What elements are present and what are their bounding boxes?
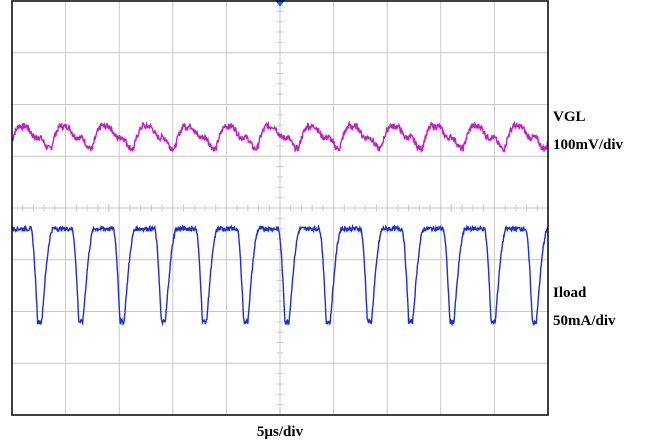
vgl-scale: 100mV/div [553, 137, 624, 153]
vgl-trace [11, 120, 549, 154]
iload-trace [11, 223, 549, 327]
time-scale-label: 5µs/div [256, 424, 304, 440]
vgl-name: VGL [553, 109, 586, 125]
iload-name: Iload [553, 285, 587, 301]
iload-label: Iload 50mA/div [553, 283, 616, 331]
graticule [11, 0, 549, 416]
iload-scale: 50mA/div [553, 313, 616, 329]
vgl-label: VGL 100mV/div [553, 107, 623, 155]
plot-frame [11, 0, 549, 416]
